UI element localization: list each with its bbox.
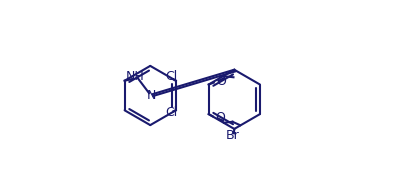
Text: Cl: Cl — [165, 106, 177, 119]
Text: O: O — [215, 111, 225, 125]
Text: N: N — [147, 89, 156, 103]
Text: Cl: Cl — [165, 70, 177, 83]
Text: NH: NH — [126, 70, 144, 83]
Text: O: O — [216, 74, 226, 88]
Text: Br: Br — [226, 129, 239, 142]
